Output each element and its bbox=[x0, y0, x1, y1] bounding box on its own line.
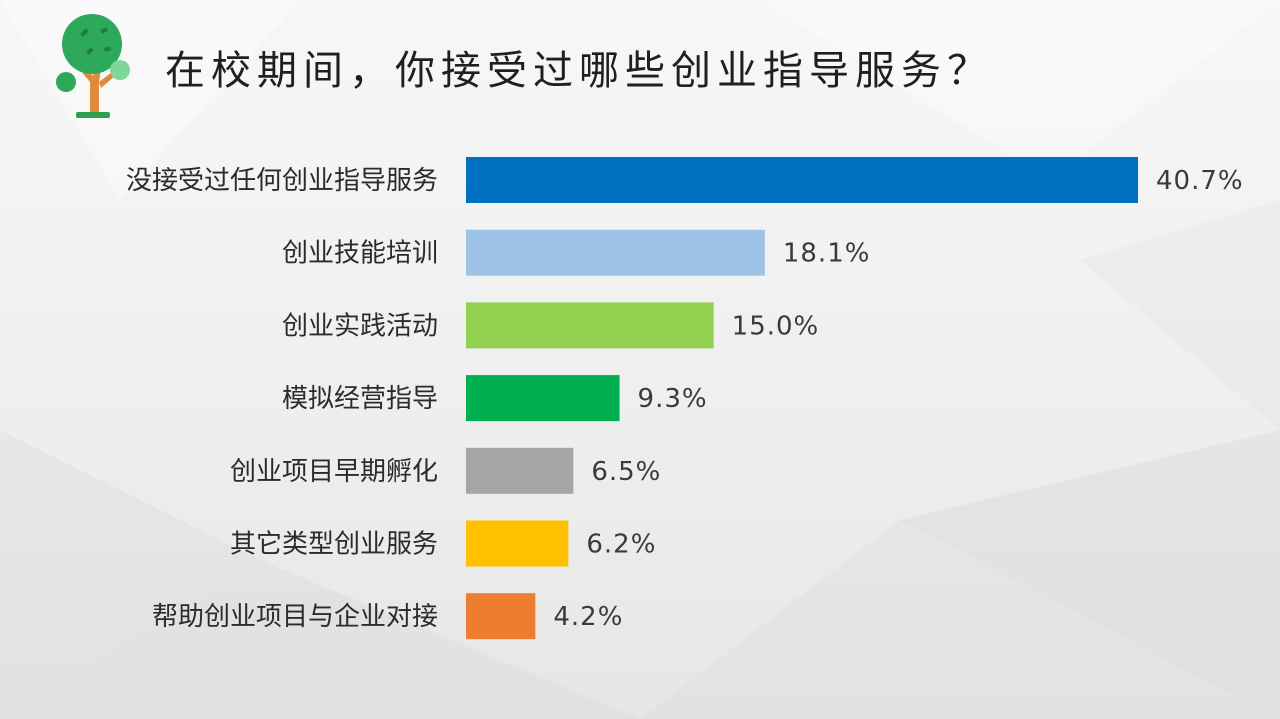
value-label-2: 15.0% bbox=[732, 311, 820, 341]
value-label-6: 4.2% bbox=[553, 602, 623, 632]
page-title: 在校期间，你接受过哪些创业指导服务？ bbox=[165, 48, 993, 94]
bar-6 bbox=[466, 593, 536, 640]
category-label-2: 创业实践活动 bbox=[282, 311, 438, 341]
bars-group: 没接受过任何创业指导服务 40.7% 创业技能培训 18.1% 创业实践活动 15.0% 模… bbox=[126, 157, 1244, 640]
bar-5 bbox=[466, 520, 569, 567]
bar-3 bbox=[466, 375, 620, 422]
category-label-1: 创业技能培训 bbox=[282, 239, 438, 269]
value-label-4: 6.5% bbox=[591, 457, 661, 487]
category-label-4: 创业项目早期孵化 bbox=[230, 457, 438, 487]
tree-icon bbox=[56, 14, 130, 118]
category-label-3: 模拟经营指导 bbox=[282, 384, 438, 414]
value-label-1: 18.1% bbox=[783, 239, 871, 269]
category-label-0: 没接受过任何创业指导服务 bbox=[126, 166, 438, 196]
value-label-3: 9.3% bbox=[638, 384, 708, 414]
bar-2 bbox=[466, 302, 714, 349]
value-label-0: 40.7% bbox=[1156, 166, 1244, 196]
bar-4 bbox=[466, 447, 574, 494]
value-label-5: 6.2% bbox=[586, 530, 656, 560]
bar-1 bbox=[466, 229, 765, 276]
category-label-5: 其它类型创业服务 bbox=[230, 530, 438, 560]
bar-0 bbox=[466, 157, 1138, 203]
category-label-6: 帮助创业项目与企业对接 bbox=[152, 602, 438, 632]
